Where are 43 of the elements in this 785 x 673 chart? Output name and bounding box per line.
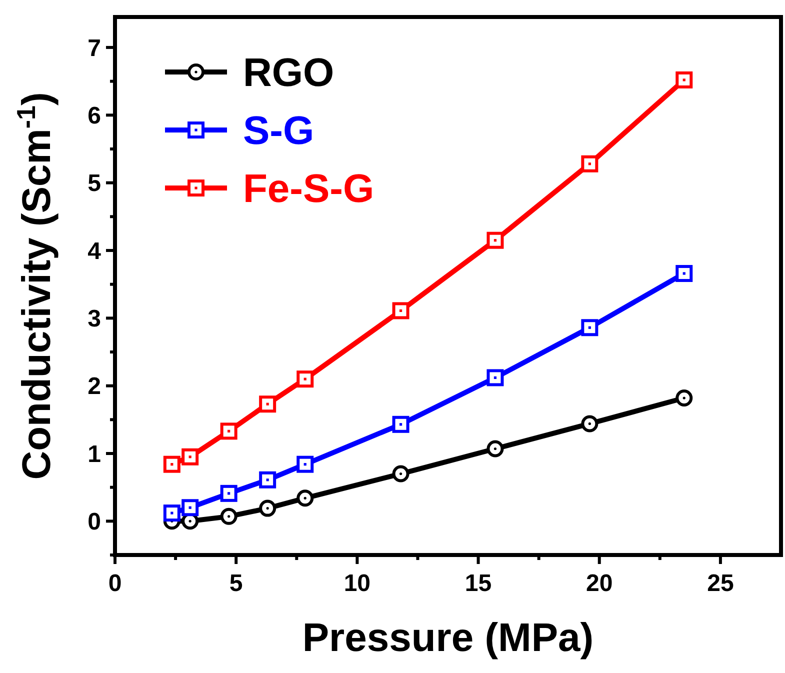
y-tick-label: 2	[88, 373, 101, 400]
point	[581, 155, 598, 172]
x-tick-label: 5	[229, 570, 243, 597]
point	[259, 396, 276, 413]
point	[392, 302, 410, 320]
x-tick-label: 15	[464, 570, 492, 597]
legend-label: Fe-S-G	[243, 167, 374, 211]
point	[486, 232, 504, 249]
y-tick-label: 3	[88, 306, 101, 333]
y-tick-label: 6	[88, 102, 101, 130]
point	[296, 490, 314, 507]
point	[676, 390, 693, 406]
y-tick-label: 0	[88, 508, 101, 536]
point	[392, 416, 410, 433]
x-tick-label: 25	[707, 570, 734, 597]
point	[259, 471, 276, 488]
point	[220, 422, 238, 440]
x-tick-label: 0	[108, 570, 122, 597]
y-tick-label: 7	[88, 34, 101, 62]
point	[259, 500, 276, 517]
point	[182, 499, 199, 516]
point	[163, 504, 180, 522]
point	[220, 484, 238, 502]
x-axis-title: Pressure (MPa)	[302, 616, 594, 660]
point	[296, 370, 314, 388]
legend-label: RGO	[243, 51, 334, 95]
point	[676, 264, 693, 282]
point	[163, 456, 180, 473]
y-tick-label: 5	[88, 170, 101, 198]
point	[220, 508, 238, 525]
y-tick-label: 1	[88, 440, 101, 468]
y-tick-label: 4	[88, 238, 102, 265]
point	[581, 319, 598, 336]
legend-label: S-G	[243, 109, 314, 153]
point	[392, 465, 410, 482]
point	[486, 440, 504, 458]
point	[296, 456, 314, 473]
point	[182, 448, 199, 466]
x-tick-label: 20	[586, 570, 613, 597]
point	[676, 71, 693, 88]
point	[581, 415, 598, 432]
point	[486, 369, 504, 386]
x-tick-label: 10	[344, 570, 371, 597]
